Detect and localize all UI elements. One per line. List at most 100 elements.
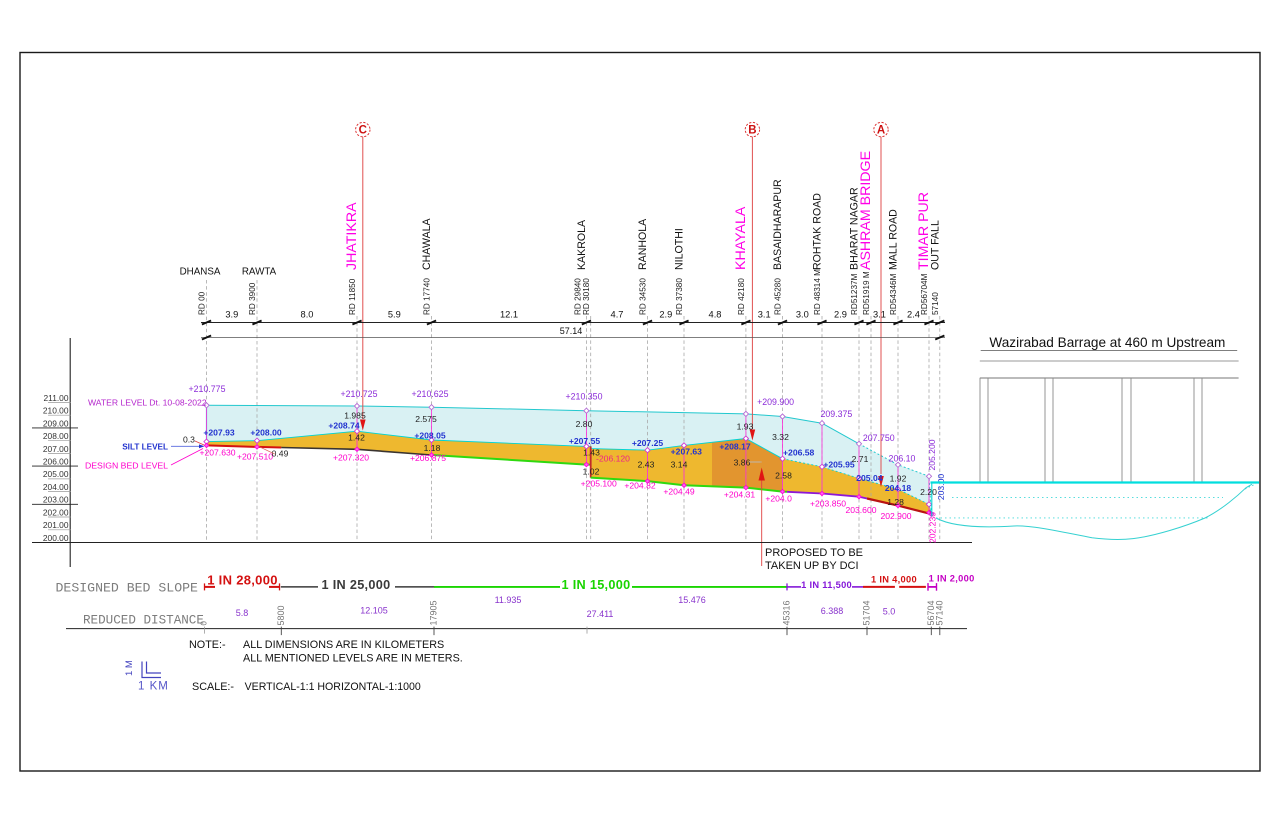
svg-text:51704: 51704 [862,600,872,625]
svg-text:RD 11850: RD 11850 [348,278,357,315]
svg-text:+205.100: +205.100 [581,478,617,488]
svg-text:201.00: 201.00 [43,520,69,530]
svg-text:+207.63: +207.63 [671,446,703,456]
svg-text:+208.05: +208.05 [414,431,446,441]
svg-text:C: C [359,125,367,137]
svg-text:VERTICAL-1:1 HORIZONTAL-1:1000: VERTICAL-1:1 HORIZONTAL-1:1000 [245,681,421,693]
svg-text:0.3: 0.3 [183,435,195,445]
svg-text:RD 45280: RD 45280 [774,278,783,315]
svg-text:RD 00: RD 00 [198,291,207,315]
svg-text:205.200: 205.200 [927,439,937,470]
svg-text:2.9: 2.9 [659,310,672,320]
svg-text:2.71: 2.71 [852,454,869,464]
svg-text:5.0: 5.0 [883,607,896,617]
svg-text:15.476: 15.476 [678,595,706,605]
svg-text:+210.775: +210.775 [189,384,226,394]
svg-text:WATER LEVEL Dt. 10-08-2022: WATER LEVEL Dt. 10-08-2022 [88,398,207,408]
svg-text:1 M: 1 M [124,660,135,676]
svg-text:1 IN 15,000: 1 IN 15,000 [562,578,631,592]
svg-text:4.8: 4.8 [709,310,722,320]
svg-text:TIMAR PUR: TIMAR PUR [916,192,932,270]
svg-text:B: B [748,125,756,137]
svg-text:RD51237M: RD51237M [850,273,859,315]
svg-text:1.28: 1.28 [887,497,904,507]
svg-text:KAKROLA: KAKROLA [576,219,588,270]
svg-text:45316: 45316 [782,600,792,625]
svg-text:57.14: 57.14 [560,326,583,336]
svg-text:RD56704M: RD56704M [920,273,929,315]
svg-text:NOTE:-: NOTE:- [189,639,226,651]
svg-text:RD 48314 M: RD 48314 M [813,269,822,315]
svg-text:2.20: 2.20 [920,487,937,497]
svg-text:5.9: 5.9 [388,310,401,320]
svg-text:211.00: 211.00 [44,393,69,403]
svg-text:MALL ROAD: MALL ROAD [888,209,900,270]
svg-text:+206.58: +206.58 [783,448,815,458]
svg-text:208.00: 208.00 [43,431,69,441]
svg-text:2.58: 2.58 [775,470,792,480]
svg-text:204.18: 204.18 [885,483,912,493]
svg-text:+207.630: +207.630 [199,447,235,457]
svg-text:12.105: 12.105 [360,606,388,616]
svg-text:1.92: 1.92 [890,474,907,484]
svg-text:NILOTHI: NILOTHI [674,228,686,270]
svg-text:3.32: 3.32 [772,432,789,442]
svg-text:4.7: 4.7 [611,310,624,320]
svg-text:0: 0 [200,621,209,626]
svg-text:3.1: 3.1 [873,310,886,320]
svg-text:JHATIKRA: JHATIKRA [344,202,360,270]
svg-text:+208.17: +208.17 [719,442,751,452]
svg-text:+210.350: +210.350 [566,392,603,402]
svg-text:27.411: 27.411 [587,609,614,619]
svg-text:RD 3900: RD 3900 [248,282,257,315]
svg-text:57140: 57140 [934,600,944,625]
svg-text:203.00: 203.00 [936,474,946,501]
svg-text:1.43: 1.43 [583,448,600,458]
svg-text:17905: 17905 [429,600,439,625]
svg-text:202.230: 202.230 [928,512,938,543]
svg-text:RD 37380: RD 37380 [675,278,684,315]
svg-text:1.02: 1.02 [583,467,600,477]
svg-text:ASHRAM BRIDGE: ASHRAM BRIDGE [858,151,874,270]
svg-text:A: A [877,125,885,137]
svg-text:RD54346M: RD54346M [889,273,898,315]
svg-text:BHARAT NAGAR: BHARAT NAGAR [849,187,861,270]
svg-text:207.00: 207.00 [43,444,69,454]
svg-text:RD 42180: RD 42180 [737,278,746,315]
svg-text:11.935: 11.935 [495,595,522,605]
svg-text:1.42: 1.42 [348,433,365,443]
svg-text:202.00: 202.00 [43,507,69,517]
svg-text:SCALE:-: SCALE:- [192,681,234,693]
svg-text:2.4: 2.4 [907,310,920,320]
svg-text:3.1: 3.1 [758,310,771,320]
svg-text:3.14: 3.14 [671,460,688,470]
svg-text:DESIGN BED LEVEL: DESIGN BED LEVEL [85,461,168,471]
svg-text:-206.120: -206.120 [596,454,630,464]
svg-text:210.00: 210.00 [43,406,69,416]
svg-text:Wazirabad Barrage at 460 m Ups: Wazirabad Barrage at 460 m Upstream [989,335,1225,350]
svg-text:KHAYALA: KHAYALA [733,206,749,270]
svg-text:+206.875: +206.875 [410,453,446,463]
svg-text:1 IN 25,000: 1 IN 25,000 [322,578,391,592]
svg-text:ALL DIMENSIONS ARE IN KILOMETE: ALL DIMENSIONS ARE IN KILOMETERS [243,639,444,651]
svg-text:57140: 57140 [931,292,940,315]
svg-text:+208.00: +208.00 [250,428,282,438]
svg-text:2.43: 2.43 [638,460,655,470]
svg-text:ROHTAK ROAD: ROHTAK ROAD [812,193,824,270]
svg-text:RAWTA: RAWTA [242,267,277,278]
svg-text:3.86: 3.86 [734,457,751,467]
svg-text:+203.850: +203.850 [810,499,846,509]
svg-text:+208.74: +208.74 [328,421,360,431]
svg-text:+210.725: +210.725 [341,389,378,399]
svg-text:0.49: 0.49 [272,449,289,459]
svg-text:RD 34530: RD 34530 [639,278,648,315]
svg-text:203.600: 203.600 [845,505,876,515]
svg-text:BASAIDHARAPUR: BASAIDHARAPUR [772,179,784,270]
svg-text:PROPOSED TO BE: PROPOSED TO BE [765,547,863,559]
svg-text:+207.93: +207.93 [203,428,235,438]
svg-text:1 KM: 1 KM [138,681,169,693]
svg-text:+207.55: +207.55 [569,436,601,446]
svg-text:5.8: 5.8 [236,608,249,618]
svg-text:205.00: 205.00 [43,469,69,479]
svg-text:206.00: 206.00 [43,457,69,467]
